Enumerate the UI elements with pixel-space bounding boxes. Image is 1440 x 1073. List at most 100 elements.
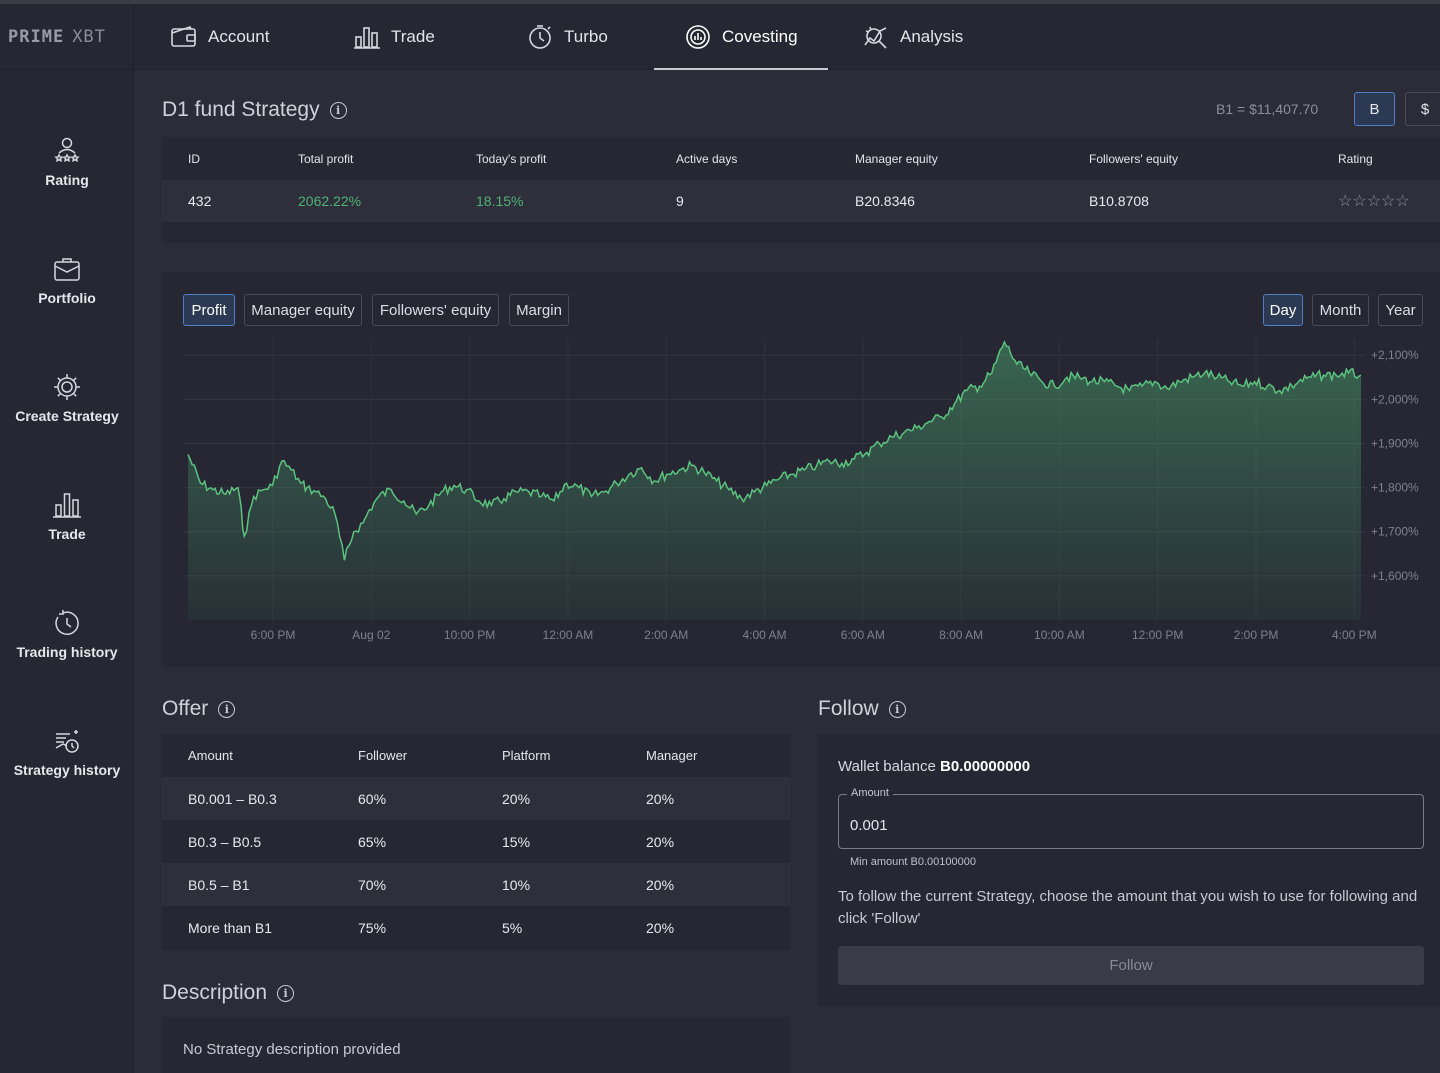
x-tick-label: 12:00 PM [1132, 628, 1183, 642]
period-year-label: Year [1385, 301, 1416, 319]
sidebar-item-portfolio[interactable]: Portfolio [0, 254, 134, 306]
follow-card: Wallet balance B0.00000000 Amount Min am… [818, 734, 1440, 1006]
sidebar-item-rating[interactable]: Rating [0, 136, 134, 188]
table-row: B0.001 – B0.3 60% 20% 20% [162, 777, 790, 820]
description-section-title: Description i [162, 981, 295, 1005]
offer-amount: B0.5 – B1 [188, 876, 250, 893]
offer-amount: B0.3 – B0.5 [188, 833, 262, 850]
offer-platform: 15% [502, 833, 531, 850]
follow-button-label: Follow [1109, 957, 1153, 974]
rating-icon [54, 137, 80, 163]
history-icon [55, 610, 79, 635]
tab-account[interactable]: Account [170, 4, 269, 70]
info-icon[interactable]: i [218, 700, 236, 718]
manager-equity-value: B20.8346 [855, 193, 915, 209]
briefcase-icon [54, 258, 80, 281]
period-month-button[interactable]: Month [1312, 294, 1369, 326]
table-row: More than B1 75% 5% 20% [162, 906, 790, 949]
rating-stars: ☆☆☆☆☆ [1338, 193, 1410, 210]
tab-turbo[interactable]: Turbo [526, 4, 608, 70]
amount-field[interactable]: Amount [838, 787, 1424, 849]
tab-covesting[interactable]: Covesting [684, 4, 798, 70]
sidebar-item-strategy-history-label: Strategy history [13, 762, 121, 778]
offer-title-text: Offer [162, 697, 209, 720]
tab-trade-label: Trade [391, 27, 435, 46]
description-title-text: Description [162, 981, 268, 1004]
sidebar: Rating Portfolio Create Strategy Trade T… [0, 70, 134, 1073]
col-manager-equity: Manager equity [855, 151, 938, 166]
tab-covesting-label: Covesting [722, 27, 798, 46]
sidebar-item-trading-history[interactable]: Trading history [0, 608, 134, 660]
chart-tab-profit[interactable]: Profit [183, 294, 235, 326]
y-tick-label: +1,800% [1371, 481, 1419, 495]
profit-chart-card: Profit Manager equity Followers' equity … [162, 272, 1440, 667]
period-day-label: Day [1269, 301, 1297, 319]
x-tick-label: 6:00 AM [841, 628, 885, 642]
sidebar-item-trade-label: Trade [48, 526, 86, 542]
info-icon[interactable]: i [277, 984, 295, 1002]
chart-tab-margin[interactable]: Margin [509, 294, 569, 326]
prime-xbt-logo[interactable]: PRIME XBT [0, 4, 134, 70]
currency-usd-label: $ [1420, 100, 1430, 118]
strategy-id: 432 [188, 193, 212, 209]
col-followers-equity: Followers' equity [1089, 151, 1178, 166]
y-tick-label: +1,600% [1371, 569, 1419, 583]
sidebar-item-trading-history-label: Trading history [16, 644, 118, 660]
active-tab-underline [654, 68, 828, 70]
follow-instruction: To follow the current Strategy, choose t… [838, 888, 1418, 927]
offer-table: Amount Follower Platform Manager B0.001 … [162, 734, 790, 950]
sidebar-item-strategy-history[interactable]: Strategy history [0, 726, 134, 778]
x-tick-label: 10:00 PM [444, 628, 495, 642]
period-year-button[interactable]: Year [1378, 294, 1423, 326]
offer-col-manager: Manager [646, 748, 698, 763]
offer-col-amount: Amount [188, 748, 233, 763]
offer-platform: 10% [502, 876, 531, 893]
tab-trade[interactable]: Trade [353, 4, 435, 70]
chart-tab-manager-equity[interactable]: Manager equity [244, 294, 362, 326]
page-title: D1 fund Strategy i [162, 98, 347, 122]
min-amount-hint: Min amount B0.00100000 [850, 856, 976, 868]
logo-bold-text: PRIME [8, 27, 65, 47]
x-tick-label: Aug 02 [352, 628, 390, 642]
currency-usd-button[interactable]: $ [1405, 92, 1440, 126]
profit-series-line [187, 340, 1362, 561]
sidebar-item-create-strategy[interactable]: Create Strategy [0, 372, 134, 424]
y-tick-label: +1,900% [1371, 436, 1419, 450]
col-rating: Rating [1338, 151, 1373, 166]
bars-icon [53, 493, 81, 518]
wallet-icon [171, 26, 196, 47]
stats-value-row: 432 2062.22% 18.15% 9 B20.8346 B10.8708 … [162, 180, 1440, 222]
offer-amount: B0.001 – B0.3 [188, 790, 277, 807]
description-card: No Strategy description provided [162, 1017, 790, 1073]
info-icon[interactable]: i [888, 700, 906, 718]
description-text: No Strategy description provided [183, 1041, 401, 1058]
chart-tab-manager-equity-label: Manager equity [251, 301, 355, 319]
offer-amount: More than B1 [188, 919, 273, 936]
tab-analysis[interactable]: Analysis [862, 4, 963, 70]
col-id: ID [188, 151, 200, 166]
sidebar-item-trade[interactable]: Trade [0, 490, 134, 542]
profit-area-chart[interactable]: +1,600% +1,700% +1,800% +1,900% +2,000% +2,10… [162, 272, 1440, 667]
x-tick-label: 10:00 AM [1034, 628, 1085, 642]
covesting-icon [686, 25, 710, 49]
follow-button[interactable]: Follow [838, 946, 1424, 985]
gear-icon [54, 374, 80, 400]
top-navigation: PRIME XBT Account Trade Turbo Covesting … [0, 4, 1440, 70]
amount-input[interactable] [850, 817, 1390, 834]
offer-follower: 60% [358, 790, 387, 807]
x-tick-label: 12:00 AM [543, 628, 594, 642]
logo-light-text: XBT [72, 27, 106, 47]
x-tick-label: 4:00 AM [742, 628, 786, 642]
col-total-profit: Total profit [298, 151, 354, 166]
wallet-balance-label: Wallet balance [838, 758, 936, 775]
table-row: B0.3 – B0.5 65% 15% 20% [162, 820, 790, 863]
todays-profit-value: 18.15% [476, 193, 524, 209]
y-tick-label: +1,700% [1371, 525, 1419, 539]
offer-follower: 70% [358, 876, 387, 893]
info-icon[interactable]: i [329, 101, 347, 119]
period-day-button[interactable]: Day [1263, 294, 1303, 326]
currency-btc-button[interactable]: B [1354, 92, 1395, 126]
chart-tab-profit-label: Profit [191, 301, 227, 319]
chart-tab-followers-equity[interactable]: Followers' equity [372, 294, 499, 326]
follow-section-title: Follow i [818, 697, 906, 721]
